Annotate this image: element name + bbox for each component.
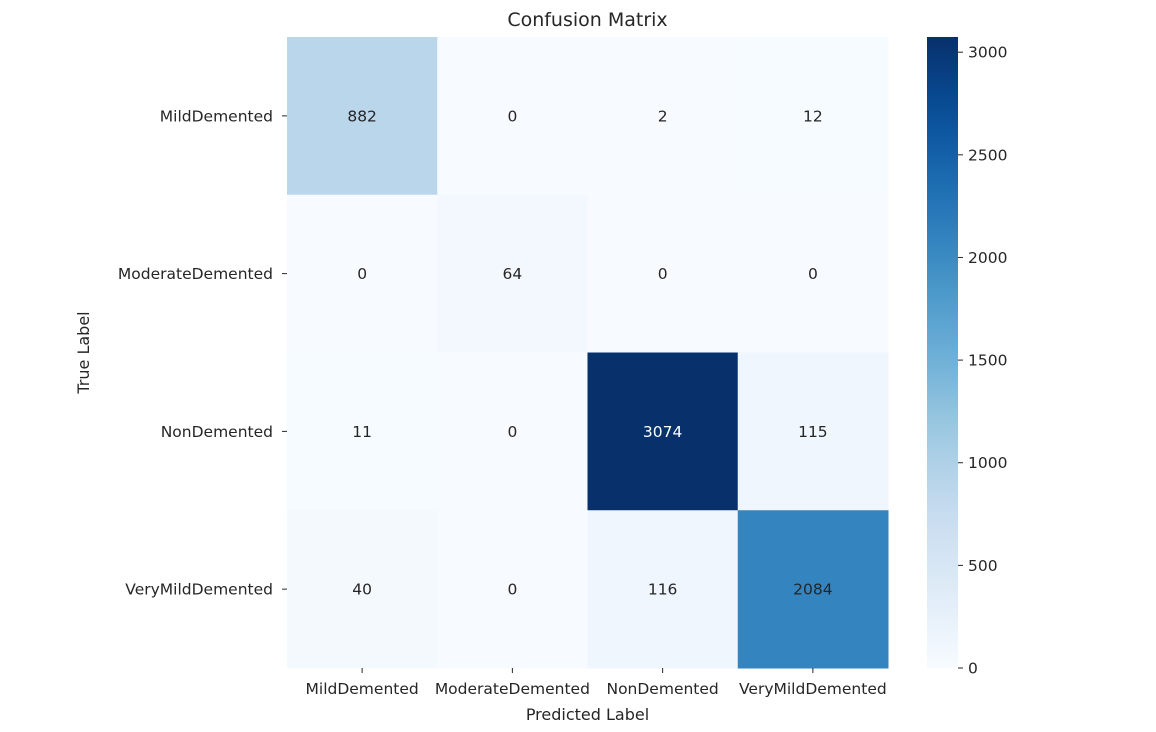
heatmap-cell bbox=[287, 37, 438, 196]
y-tick-label: MildDemented bbox=[160, 107, 273, 125]
x-tick-label: VeryMildDemented bbox=[739, 680, 887, 698]
heatmap-cell bbox=[437, 352, 588, 511]
colorbar-tick-label: 2000 bbox=[968, 249, 1007, 267]
heatmap-cell bbox=[437, 194, 588, 353]
cell-value-label: 0 bbox=[808, 265, 818, 283]
colorbar-tick-label: 0 bbox=[968, 660, 978, 678]
chart-title: Confusion Matrix bbox=[507, 9, 667, 31]
heatmap-cell bbox=[437, 37, 588, 196]
cell-value-label: 115 bbox=[798, 423, 828, 441]
heatmap-cell bbox=[437, 510, 588, 669]
y-tick-label: VeryMildDemented bbox=[125, 581, 273, 599]
cell-value-label: 11 bbox=[352, 423, 372, 441]
colorbar-ticks: 0 500 1000 1500 2000 2500 3000 bbox=[958, 44, 1007, 678]
heatmap-cells: 882 0 2 12 0 64 0 0 11 0 3074 115 40 0 116 2084 bbox=[287, 37, 889, 669]
cell-value-label: 40 bbox=[352, 581, 372, 599]
cell-value-label: 0 bbox=[357, 265, 367, 283]
colorbar bbox=[927, 37, 958, 668]
heatmap-cell bbox=[737, 510, 889, 669]
heatmap-cell bbox=[587, 37, 739, 196]
heatmap-cell bbox=[287, 194, 438, 353]
heatmap-cell bbox=[587, 194, 739, 353]
y-axis-label: True Label bbox=[74, 311, 93, 394]
cell-value-label: 882 bbox=[347, 107, 377, 125]
heatmap-cell bbox=[287, 352, 438, 511]
heatmap-cell bbox=[737, 194, 889, 353]
x-tick-label: ModerateDemented bbox=[435, 680, 590, 698]
cell-value-label: 3074 bbox=[643, 423, 682, 441]
heatmap-cell bbox=[587, 352, 739, 511]
cell-value-label: 0 bbox=[658, 265, 668, 283]
x-tick-label: NonDemented bbox=[606, 680, 718, 698]
heatmap-cell bbox=[737, 37, 889, 196]
colorbar-tick-label: 2500 bbox=[968, 146, 1007, 164]
heatmap-cell bbox=[587, 510, 739, 669]
cell-value-label: 64 bbox=[503, 265, 523, 283]
y-axis-ticks: MildDemented ModerateDemented NonDemented V… bbox=[118, 107, 287, 599]
cell-value-label: 2 bbox=[658, 107, 668, 125]
colorbar-tick-label: 500 bbox=[968, 557, 998, 575]
x-axis-label: Predicted Label bbox=[526, 705, 649, 724]
cell-value-label: 0 bbox=[507, 107, 517, 125]
y-tick-label: NonDemented bbox=[161, 423, 273, 441]
cell-value-label: 0 bbox=[507, 581, 517, 599]
cell-value-label: 2084 bbox=[793, 581, 832, 599]
heatmap-cell bbox=[287, 510, 438, 669]
x-tick-label: MildDemented bbox=[306, 680, 419, 698]
heatmap-cell bbox=[737, 352, 889, 511]
x-axis-ticks: MildDemented ModerateDemented NonDemented V… bbox=[306, 668, 887, 698]
colorbar-tick-label: 3000 bbox=[968, 44, 1007, 62]
cell-value-label: 12 bbox=[803, 107, 823, 125]
y-tick-label: ModerateDemented bbox=[118, 265, 273, 283]
colorbar-tick-label: 1500 bbox=[968, 352, 1007, 370]
cell-value-label: 0 bbox=[507, 423, 517, 441]
colorbar-tick-label: 1000 bbox=[968, 454, 1007, 472]
cell-value-label: 116 bbox=[648, 581, 678, 599]
